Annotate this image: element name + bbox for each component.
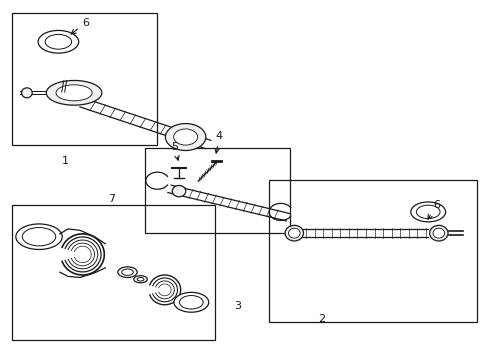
Ellipse shape — [122, 269, 133, 275]
Ellipse shape — [56, 85, 92, 101]
Ellipse shape — [16, 224, 62, 249]
Ellipse shape — [165, 123, 205, 150]
Ellipse shape — [173, 129, 197, 145]
Text: 7: 7 — [108, 194, 115, 204]
Ellipse shape — [172, 185, 185, 197]
Ellipse shape — [134, 276, 147, 283]
Text: 2: 2 — [318, 314, 325, 324]
Ellipse shape — [118, 267, 137, 278]
Ellipse shape — [45, 35, 71, 49]
Bar — [268, 180, 476, 322]
Text: 1: 1 — [62, 156, 69, 166]
Ellipse shape — [22, 228, 56, 246]
Ellipse shape — [21, 88, 32, 98]
Ellipse shape — [432, 228, 444, 238]
Bar — [12, 205, 215, 339]
Bar — [12, 13, 157, 145]
Text: 3: 3 — [233, 301, 240, 311]
Text: 6: 6 — [427, 200, 439, 219]
Ellipse shape — [179, 296, 203, 309]
Ellipse shape — [174, 292, 208, 312]
Ellipse shape — [415, 205, 439, 219]
Ellipse shape — [285, 225, 303, 241]
Ellipse shape — [46, 80, 102, 105]
Ellipse shape — [429, 225, 447, 241]
Ellipse shape — [410, 202, 445, 222]
Text: 4: 4 — [214, 131, 223, 153]
Text: 6: 6 — [71, 18, 89, 34]
Ellipse shape — [288, 228, 300, 238]
Ellipse shape — [38, 31, 79, 53]
Text: 5: 5 — [170, 141, 179, 160]
Ellipse shape — [137, 278, 143, 281]
